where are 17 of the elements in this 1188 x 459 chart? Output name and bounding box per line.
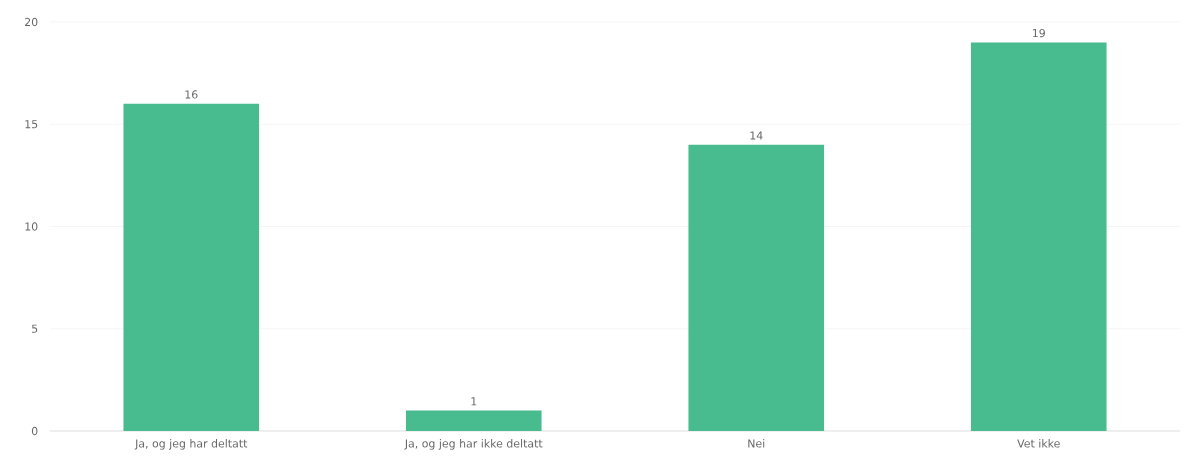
data-label: 14 — [750, 131, 763, 140]
y-tick-label: 0 — [31, 426, 38, 436]
bar — [970, 42, 1107, 431]
y-tick-label: 20 — [25, 17, 38, 27]
data-label: 19 — [1032, 28, 1045, 38]
x-tick-label: Ja, og jeg har ikke deltatt — [404, 439, 543, 450]
y-tick-label: 5 — [32, 324, 38, 333]
data-label: 1 — [471, 397, 477, 406]
bar — [405, 410, 542, 431]
data-label: 16 — [185, 90, 198, 99]
x-tick-label: Ja, og jeg har deltatt — [134, 439, 248, 450]
x-tick-label: Nei — [748, 439, 765, 448]
y-tick-label: 10 — [25, 222, 38, 231]
x-tick-label: Vet ikke — [1017, 439, 1060, 448]
bar — [688, 144, 825, 431]
bar — [123, 103, 260, 431]
y-tick-label: 15 — [25, 120, 38, 129]
